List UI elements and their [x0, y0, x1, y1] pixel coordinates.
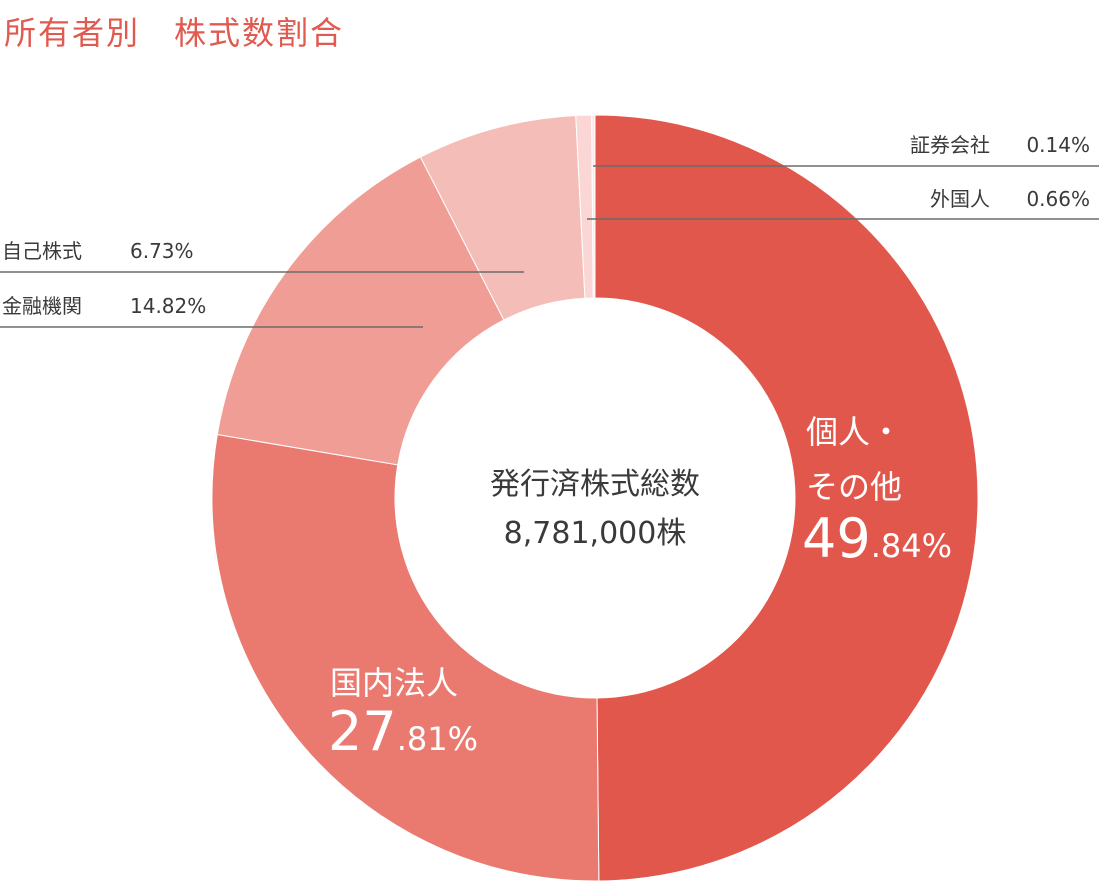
- slice-value-financial: 14.82%: [130, 294, 206, 318]
- donut-slices: [211, 114, 979, 881]
- slice-value-treasury: 6.73%: [130, 239, 194, 263]
- slice-label-individuals-line1: 個人・: [806, 413, 902, 451]
- slice-value-foreign: 0.66%: [1026, 187, 1090, 211]
- slice-individuals: [594, 114, 979, 881]
- slice-value-securities: 0.14%: [1026, 133, 1090, 157]
- slice-label-individuals-line2: その他: [806, 468, 902, 506]
- center-label-title: 発行済株式総数: [490, 467, 700, 502]
- slice-label-treasury: 自己株式: [2, 239, 82, 263]
- slice-value-individuals: 49.84%: [802, 507, 952, 570]
- slice-domestic-corp: [211, 433, 600, 881]
- slice-financial: [216, 156, 505, 466]
- slice-label-domestic-corp: 国内法人: [330, 664, 458, 702]
- slice-value-domestic-corp: 27.81%: [328, 700, 478, 763]
- slice-label-financial: 金融機関: [2, 294, 82, 318]
- chart-title: 所有者別 株式数割合: [4, 14, 345, 52]
- slice-label-securities: 証券会社: [910, 133, 990, 157]
- slice-securities: [591, 114, 596, 299]
- leader-lines: [0, 165, 1099, 328]
- slice-label-foreign: 外国人: [930, 187, 990, 211]
- center-label-total: 8,781,000株: [504, 516, 687, 551]
